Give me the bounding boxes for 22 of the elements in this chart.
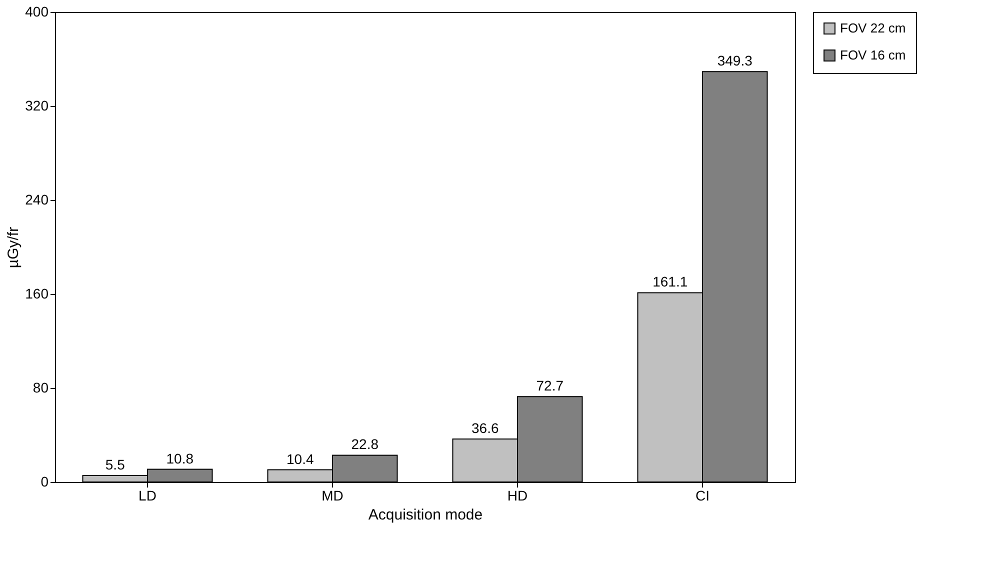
data-label: 5.5: [105, 456, 126, 473]
y-tick-label: 320: [25, 98, 49, 114]
data-label: 161.1: [652, 274, 688, 290]
data-label: 22.8: [351, 436, 379, 452]
data-label: 10.4: [286, 450, 314, 467]
y-tick-label: 240: [25, 192, 49, 208]
legend-label: FOV 16 cm: [840, 48, 906, 62]
data-label: 10.8: [166, 450, 194, 466]
y-tick-label: 80: [32, 380, 49, 396]
y-tick-label: 400: [25, 4, 49, 20]
y-tick-label: 0: [40, 474, 49, 490]
y-tick-label: 160: [25, 286, 49, 302]
legend-label: FOV 22 cm: [840, 20, 906, 36]
x-tick-label: MD: [322, 488, 344, 504]
x-tick-label: HD: [507, 488, 528, 504]
data-label: 36.6: [472, 420, 499, 436]
x-tick-label: CI: [696, 488, 710, 504]
data-label: 72.7: [536, 378, 564, 394]
y-axis-title: µGy/fr: [5, 226, 22, 268]
x-tick-label: LD: [138, 488, 156, 504]
data-label: 349.3: [717, 52, 753, 69]
x-axis-title: Acquisition mode: [368, 506, 483, 524]
